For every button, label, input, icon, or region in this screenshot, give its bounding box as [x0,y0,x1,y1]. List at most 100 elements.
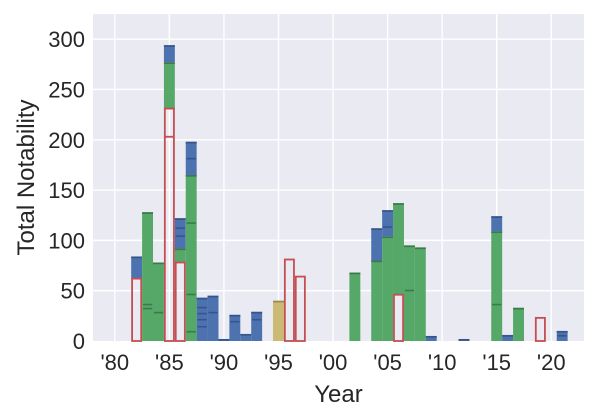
bar-1991-edge-blue [229,314,241,317]
bar-1988-divider [197,306,207,309]
bar-1991-divider [230,320,240,323]
x-axis-label: Year [314,381,363,408]
bar-1984-edge-green [153,262,164,265]
bar-2015-edge-green [491,231,503,234]
bar-2017-segment-green [513,307,524,341]
y-tick-label-50: 50 [61,279,85,304]
bar-1985-segment-green [163,62,175,109]
bar-2007-segment-green [403,245,415,341]
bar-1985-edge-blue [163,45,175,47]
red-outline-bar-1997 [294,275,306,342]
bar-2015-divider [492,303,502,306]
bar-2008-edge-green [414,247,426,250]
bar-2015-edge-blue [491,216,503,218]
y-tick-label-0: 0 [73,329,85,354]
bar-1988-divider [197,325,207,328]
bar-1982-edge-blue [131,256,143,259]
bar-2007-edge-green [403,245,415,248]
bar-1983-segment-green [142,212,154,341]
y-axis-label: Total Notability [13,99,40,255]
bar-1995-edge-tan [273,300,284,303]
bar-2005-edge-blue [382,210,394,212]
bar-1993-segment-blue [251,311,263,341]
bar-2012-edge-blue [458,338,470,341]
bar-1987-divider [186,157,196,160]
red-outline-bar-1982 [131,277,143,342]
bar-1989-segment-blue [207,295,219,341]
y-tick-label-250: 250 [48,77,85,102]
bar-1987-divider [186,293,196,296]
bar-2016-segment-blue [502,334,514,341]
bar-2021-edge-blue [556,330,568,333]
bar-2004-segment-green [371,260,383,341]
bar-1993-divider [252,318,262,321]
bar-2015-segment-green [491,231,503,341]
bar-1990-edge-blue [218,338,230,341]
bar-2005-segment-blue [382,210,394,237]
red-outline-bar-2006 [393,293,404,342]
x-tick-label-1985: '85 [155,350,184,375]
bar-1984-divider [153,311,164,314]
y-tick-label-150: 150 [48,178,85,203]
bar-2007-divider [404,289,415,292]
bar-1987-edge-blue [185,141,197,144]
x-tick-label-2010: '10 [428,350,457,375]
bar-2008-segment-green [414,247,426,341]
bar-2009-segment-blue [425,335,437,341]
bar-1992-segment-blue [240,333,252,341]
bar-1986-edge-green [174,248,186,251]
bar-2002-edge-green [349,272,361,275]
y-tick-label-100: 100 [48,228,85,253]
red-outline-bar-1986 [174,261,186,342]
bar-1989-divider [208,311,218,314]
red-outline-bar-1996 [283,258,295,342]
x-tick-label-1980: '80 [100,350,129,375]
bar-1985-edge-green [163,62,175,64]
bar-1988-divider [197,312,207,315]
bar-1989-edge-blue [207,295,219,298]
bar-2006-segment-green [393,203,404,295]
bar-2005-divider [382,226,393,228]
bar-1983-divider [142,307,153,310]
bar-1991-segment-blue [229,314,241,341]
bar-1986-segment-green [174,248,186,263]
x-tick-label-1995: '95 [264,350,293,375]
bar-1993-edge-blue [251,311,263,314]
bar-2006-edge-green [393,203,404,205]
bar-1995-segment-tan [273,300,284,341]
bar-2009-edge-blue [425,335,437,338]
bar-1984-segment-green [153,262,164,341]
bar-2016-edge-blue [502,334,514,337]
bar-2004-segment-blue [371,228,383,261]
x-tick-label-2015: '15 [482,350,511,375]
bar-2002-segment-green [349,272,361,341]
bar-2005-segment-green [382,236,394,341]
x-tick-label-2000: '00 [319,350,348,375]
bar-1986-divider [175,235,185,237]
red-outline-bar-2019 [534,316,546,342]
y-tick-label-300: 300 [48,27,85,52]
bar-2005-edge-green [382,236,394,239]
bar-2015-segment-blue [491,216,503,232]
bar-1985-segment-blue [163,45,175,63]
bar-2021-divider [557,334,567,337]
bar-1987-edge-green [185,174,197,177]
bar-1987-divider [186,222,196,224]
bar-2017-edge-green [513,307,524,310]
x-tick-label-1990: '90 [210,350,239,375]
x-tick-label-2020: '20 [537,350,566,375]
bar-1983-edge-green [142,212,154,214]
bar-2004-edge-blue [371,228,383,231]
bar-1986-edge-blue [174,218,186,220]
bar-1988-divider [197,318,207,321]
bar-1986-segment-blue [174,218,186,249]
bar-1987-divider [186,330,196,333]
bar-1987-segment-green [185,174,197,341]
bar-1982-segment-blue [131,256,143,279]
bar-1988-edge-blue [196,297,208,300]
bar-2004-edge-green [371,260,383,263]
y-tick-label-200: 200 [48,128,85,153]
bar-1983-divider [142,303,153,306]
